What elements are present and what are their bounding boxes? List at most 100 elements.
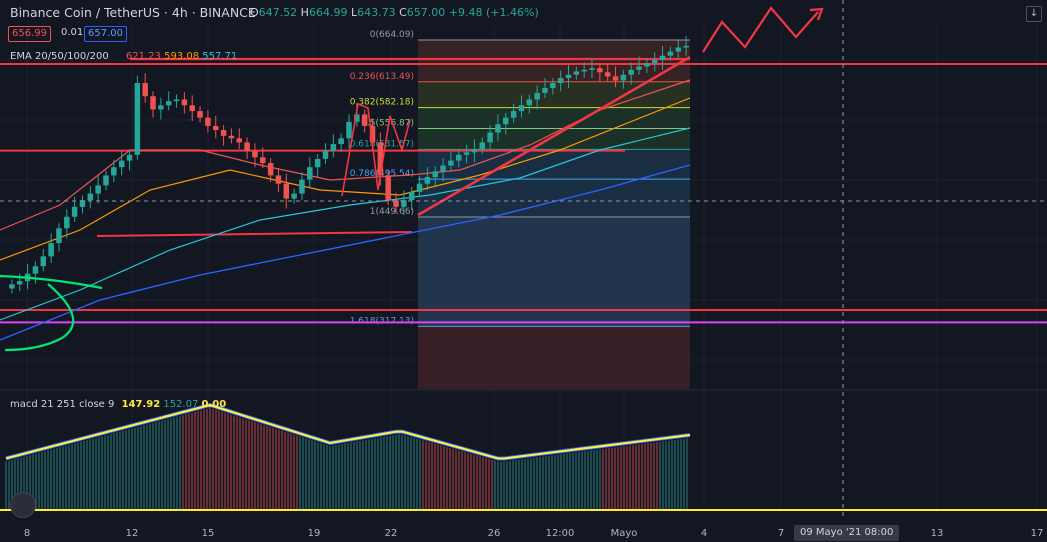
candle-body [401, 200, 407, 207]
ema-100 [0, 127, 691, 321]
candle-body [581, 69, 587, 72]
candle-body [659, 55, 666, 60]
high-label: H [300, 6, 309, 19]
candle-body [64, 216, 70, 229]
candle-body [408, 191, 415, 201]
candle-body [385, 175, 391, 201]
candle-body [48, 243, 54, 257]
candle-body [87, 193, 94, 201]
candle-body [675, 47, 681, 52]
candle-body [9, 284, 15, 289]
ema-value-2: 593.08 [164, 51, 200, 62]
macd-legend[interactable]: macd 21 251 close 9 147.92 152.07 0.00 [10, 399, 226, 410]
rising-trendline [417, 55, 691, 217]
candle-body [369, 125, 376, 143]
candle-body [17, 281, 23, 285]
candle-body [518, 105, 525, 112]
time-axis-label: 26 [488, 528, 501, 539]
macd-label: macd 21 251 close 9 [10, 399, 115, 410]
time-axis-label: 19 [308, 528, 321, 539]
candle-body [620, 74, 627, 81]
candle-body [330, 144, 337, 151]
candle-body [220, 130, 227, 136]
candle-body [589, 68, 595, 70]
ema-20 [0, 79, 691, 231]
candle-body [205, 117, 211, 126]
macd-value-1: 147.92 [121, 399, 161, 410]
candle-body [322, 150, 329, 159]
candle-body [526, 99, 533, 106]
fib-label-1: 1(449.66) [370, 207, 414, 217]
ema-value-1: 621.23 [125, 51, 161, 62]
time-axis-label: 13 [931, 528, 944, 539]
candle-body [440, 165, 446, 172]
scroll-down-icon[interactable]: ↓ [1026, 6, 1042, 22]
candle-body [338, 138, 344, 145]
ohlc-readout: O647.52 H664.99 L643.73 C657.00 +9.48 (+… [250, 6, 539, 19]
projection-zigzag [702, 6, 819, 53]
time-axis-label: 22 [385, 528, 398, 539]
candle-body [126, 154, 133, 161]
candle-body [197, 111, 203, 118]
candle-body [212, 125, 219, 131]
macd-value-3: 0.00 [201, 399, 227, 410]
macd-signal-line [5, 403, 691, 460]
tradingview-logo-icon[interactable] [10, 492, 36, 518]
crosshair-date-badge: 09 Mayo '21 08:00 [794, 525, 900, 541]
candle-body [252, 150, 258, 158]
time-axis-label: 17 [1031, 528, 1044, 539]
ema-label: EMA 20/50/100/200 [10, 51, 109, 62]
support-line [96, 231, 413, 237]
candle-body [636, 66, 642, 70]
low-value: 643.73 [357, 6, 396, 19]
candle-body [283, 183, 290, 199]
open-value: 647.52 [258, 6, 298, 19]
buy-price-box[interactable]: 657.00 [84, 26, 127, 42]
candle-body [103, 175, 109, 186]
candle-body [667, 51, 674, 56]
low-label: L [350, 6, 358, 19]
candle-body [56, 228, 62, 244]
candle-body [487, 132, 493, 143]
candle-body [173, 99, 180, 102]
sell-price-box[interactable]: 656.99 [8, 26, 51, 42]
candle-body [503, 117, 509, 125]
candle-body [95, 185, 101, 194]
candle-body [510, 111, 517, 118]
symbol-title[interactable]: Binance Coin / TetherUS · 4h · BINANCE [10, 5, 256, 20]
open-label: O [250, 6, 259, 19]
candle-body [354, 114, 360, 122]
candle-body [307, 167, 313, 180]
candle-body [377, 142, 384, 176]
candle-body [604, 72, 611, 77]
candle-body [612, 76, 619, 81]
time-axis-label: Mayo [611, 528, 638, 539]
candle-body [456, 154, 462, 161]
close-value: 657.00 [406, 6, 446, 19]
high-value: 664.99 [308, 6, 348, 19]
candle-body [267, 163, 274, 176]
fib-zone-236 [418, 40, 690, 82]
fib-label-0: 0(664.09) [370, 30, 414, 40]
candle-body [142, 82, 148, 97]
projection-arrow-head [809, 7, 824, 21]
candle-body [479, 142, 486, 150]
candle-body [361, 114, 368, 126]
candle-body [463, 152, 470, 155]
candle-body [597, 68, 603, 73]
candle-body [534, 92, 540, 100]
candle-body [158, 105, 164, 110]
candle-body [79, 200, 86, 207]
fib-zone-extension [418, 217, 690, 327]
candle-body [416, 183, 423, 192]
candle-body [275, 175, 282, 184]
candle-body [557, 78, 564, 83]
fib-zone-786 [418, 149, 690, 217]
drawn-zigzag [341, 102, 411, 197]
candle-body [393, 200, 399, 207]
candle-body [432, 171, 438, 178]
candle-body [32, 266, 39, 274]
ema-legend[interactable]: EMA 20/50/100/200 621.23 593.08 557.71 [10, 51, 237, 62]
candle-body [111, 167, 117, 176]
